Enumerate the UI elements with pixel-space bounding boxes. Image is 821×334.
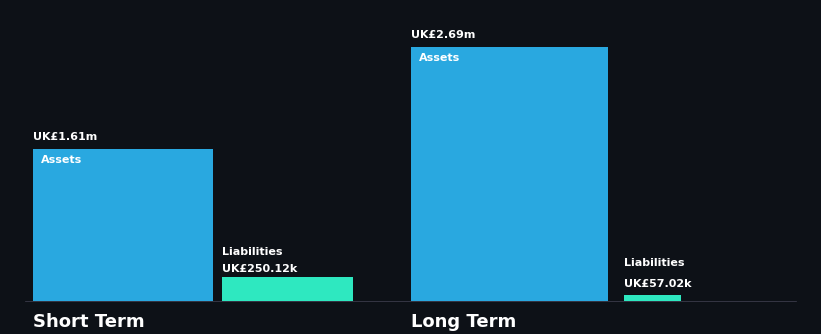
FancyBboxPatch shape bbox=[410, 47, 608, 301]
Text: Short Term: Short Term bbox=[33, 313, 144, 331]
Text: Liabilities: Liabilities bbox=[624, 259, 685, 269]
Text: Long Term: Long Term bbox=[410, 313, 516, 331]
FancyBboxPatch shape bbox=[222, 277, 353, 301]
Text: Assets: Assets bbox=[419, 53, 460, 63]
Text: Liabilities: Liabilities bbox=[222, 247, 282, 257]
Text: UK£2.69m: UK£2.69m bbox=[410, 30, 475, 40]
Text: Assets: Assets bbox=[41, 155, 82, 165]
Text: UK£1.61m: UK£1.61m bbox=[33, 132, 97, 142]
FancyBboxPatch shape bbox=[624, 295, 681, 301]
Text: UK£250.12k: UK£250.12k bbox=[222, 264, 297, 274]
Text: UK£57.02k: UK£57.02k bbox=[624, 279, 691, 289]
FancyBboxPatch shape bbox=[33, 149, 213, 301]
